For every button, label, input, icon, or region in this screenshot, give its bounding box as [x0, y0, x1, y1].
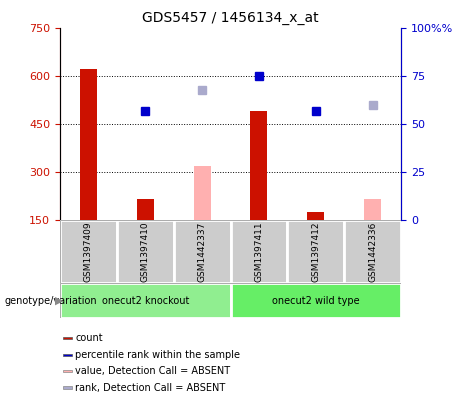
- Text: GSM1397412: GSM1397412: [311, 221, 320, 282]
- Text: percentile rank within the sample: percentile rank within the sample: [75, 350, 240, 360]
- Bar: [174, 220, 230, 283]
- Bar: [63, 337, 72, 340]
- Bar: [63, 386, 72, 389]
- Bar: [80, 69, 97, 220]
- Bar: [344, 220, 401, 283]
- Text: ▶: ▶: [55, 296, 64, 306]
- Text: GSM1397409: GSM1397409: [84, 221, 93, 282]
- Bar: [307, 212, 324, 220]
- Text: GSM1397410: GSM1397410: [141, 221, 150, 282]
- Text: GSM1397411: GSM1397411: [254, 221, 263, 282]
- Bar: [194, 165, 211, 220]
- Title: GDS5457 / 1456134_x_at: GDS5457 / 1456134_x_at: [142, 11, 319, 25]
- Bar: [287, 220, 344, 283]
- Text: onecut2 knockout: onecut2 knockout: [101, 296, 189, 306]
- Text: rank, Detection Call = ABSENT: rank, Detection Call = ABSENT: [75, 383, 225, 393]
- Bar: [60, 283, 230, 318]
- Bar: [136, 199, 154, 220]
- Bar: [230, 283, 401, 318]
- Text: GSM1442336: GSM1442336: [368, 221, 377, 282]
- Text: GSM1442337: GSM1442337: [198, 221, 207, 282]
- Bar: [250, 111, 267, 220]
- Bar: [117, 220, 174, 283]
- Text: value, Detection Call = ABSENT: value, Detection Call = ABSENT: [75, 366, 230, 376]
- Bar: [364, 199, 381, 220]
- Bar: [63, 354, 72, 356]
- Text: genotype/variation: genotype/variation: [5, 296, 97, 306]
- Bar: [60, 220, 117, 283]
- Bar: [230, 220, 287, 283]
- Bar: [63, 370, 72, 372]
- Text: onecut2 wild type: onecut2 wild type: [272, 296, 360, 306]
- Text: count: count: [75, 333, 103, 343]
